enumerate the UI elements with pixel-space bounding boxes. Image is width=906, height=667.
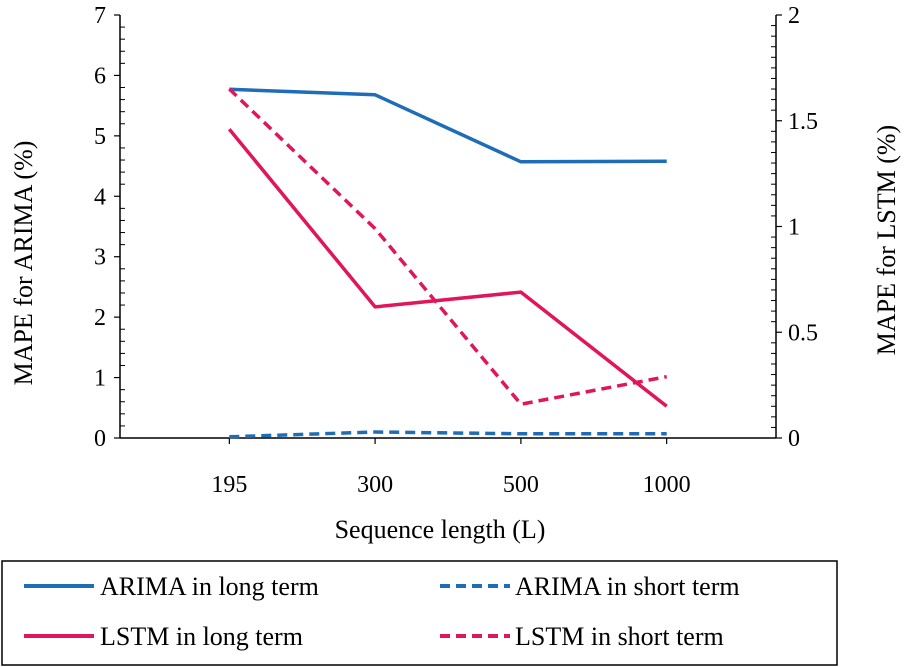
x-tick-label: 1000 [643,472,691,498]
left-tick-label: 6 [94,63,106,89]
right-y-axis: 0 0.5 1 1.5 2 [771,3,818,452]
left-y-axis: 0 1 2 3 4 5 6 7 [94,3,125,452]
right-tick-label: 1 [788,215,800,241]
left-tick-label: 1 [94,366,106,392]
series-line-lstm-in-short-term [228,87,668,406]
legend-label-arima-short: ARIMA in short term [515,572,740,601]
left-tick-label: 0 [94,426,106,452]
x-axis-title: Sequence length (L) [335,515,546,544]
series-line-arima-in-short-term [229,430,667,439]
series-line-lstm-in-long-term [227,128,668,408]
left-y-axis-title: MAPE for ARIMA (%) [9,141,38,386]
right-tick-label: 2 [788,3,800,29]
left-tick-label: 3 [94,245,106,271]
legend-label-lstm-short: LSTM in short term [515,622,724,651]
right-tick-label: 0.5 [788,320,818,346]
legend: ARIMA in long term ARIMA in short term L… [1,560,838,666]
right-tick-label: 0 [788,426,800,452]
legend-box [1,560,838,666]
left-tick-label: 7 [94,3,106,29]
left-tick-label: 2 [94,305,106,331]
series-line-arima-in-long-term [229,87,667,164]
right-tick-label: 1.5 [788,109,818,135]
x-axis: 195 300 500 1000 [211,438,691,498]
left-tick-label: 4 [94,184,106,210]
left-tick-label: 5 [94,124,106,150]
series-layer [227,87,668,439]
right-y-axis-title: MAPE for LSTM (%) [872,125,901,355]
plot-area [119,15,777,439]
legend-label-lstm-long: LSTM in long term [100,622,303,651]
x-tick-label: 195 [211,472,247,498]
x-tick-label: 500 [503,472,539,498]
legend-label-arima-long: ARIMA in long term [100,572,319,601]
x-tick-label: 300 [357,472,393,498]
